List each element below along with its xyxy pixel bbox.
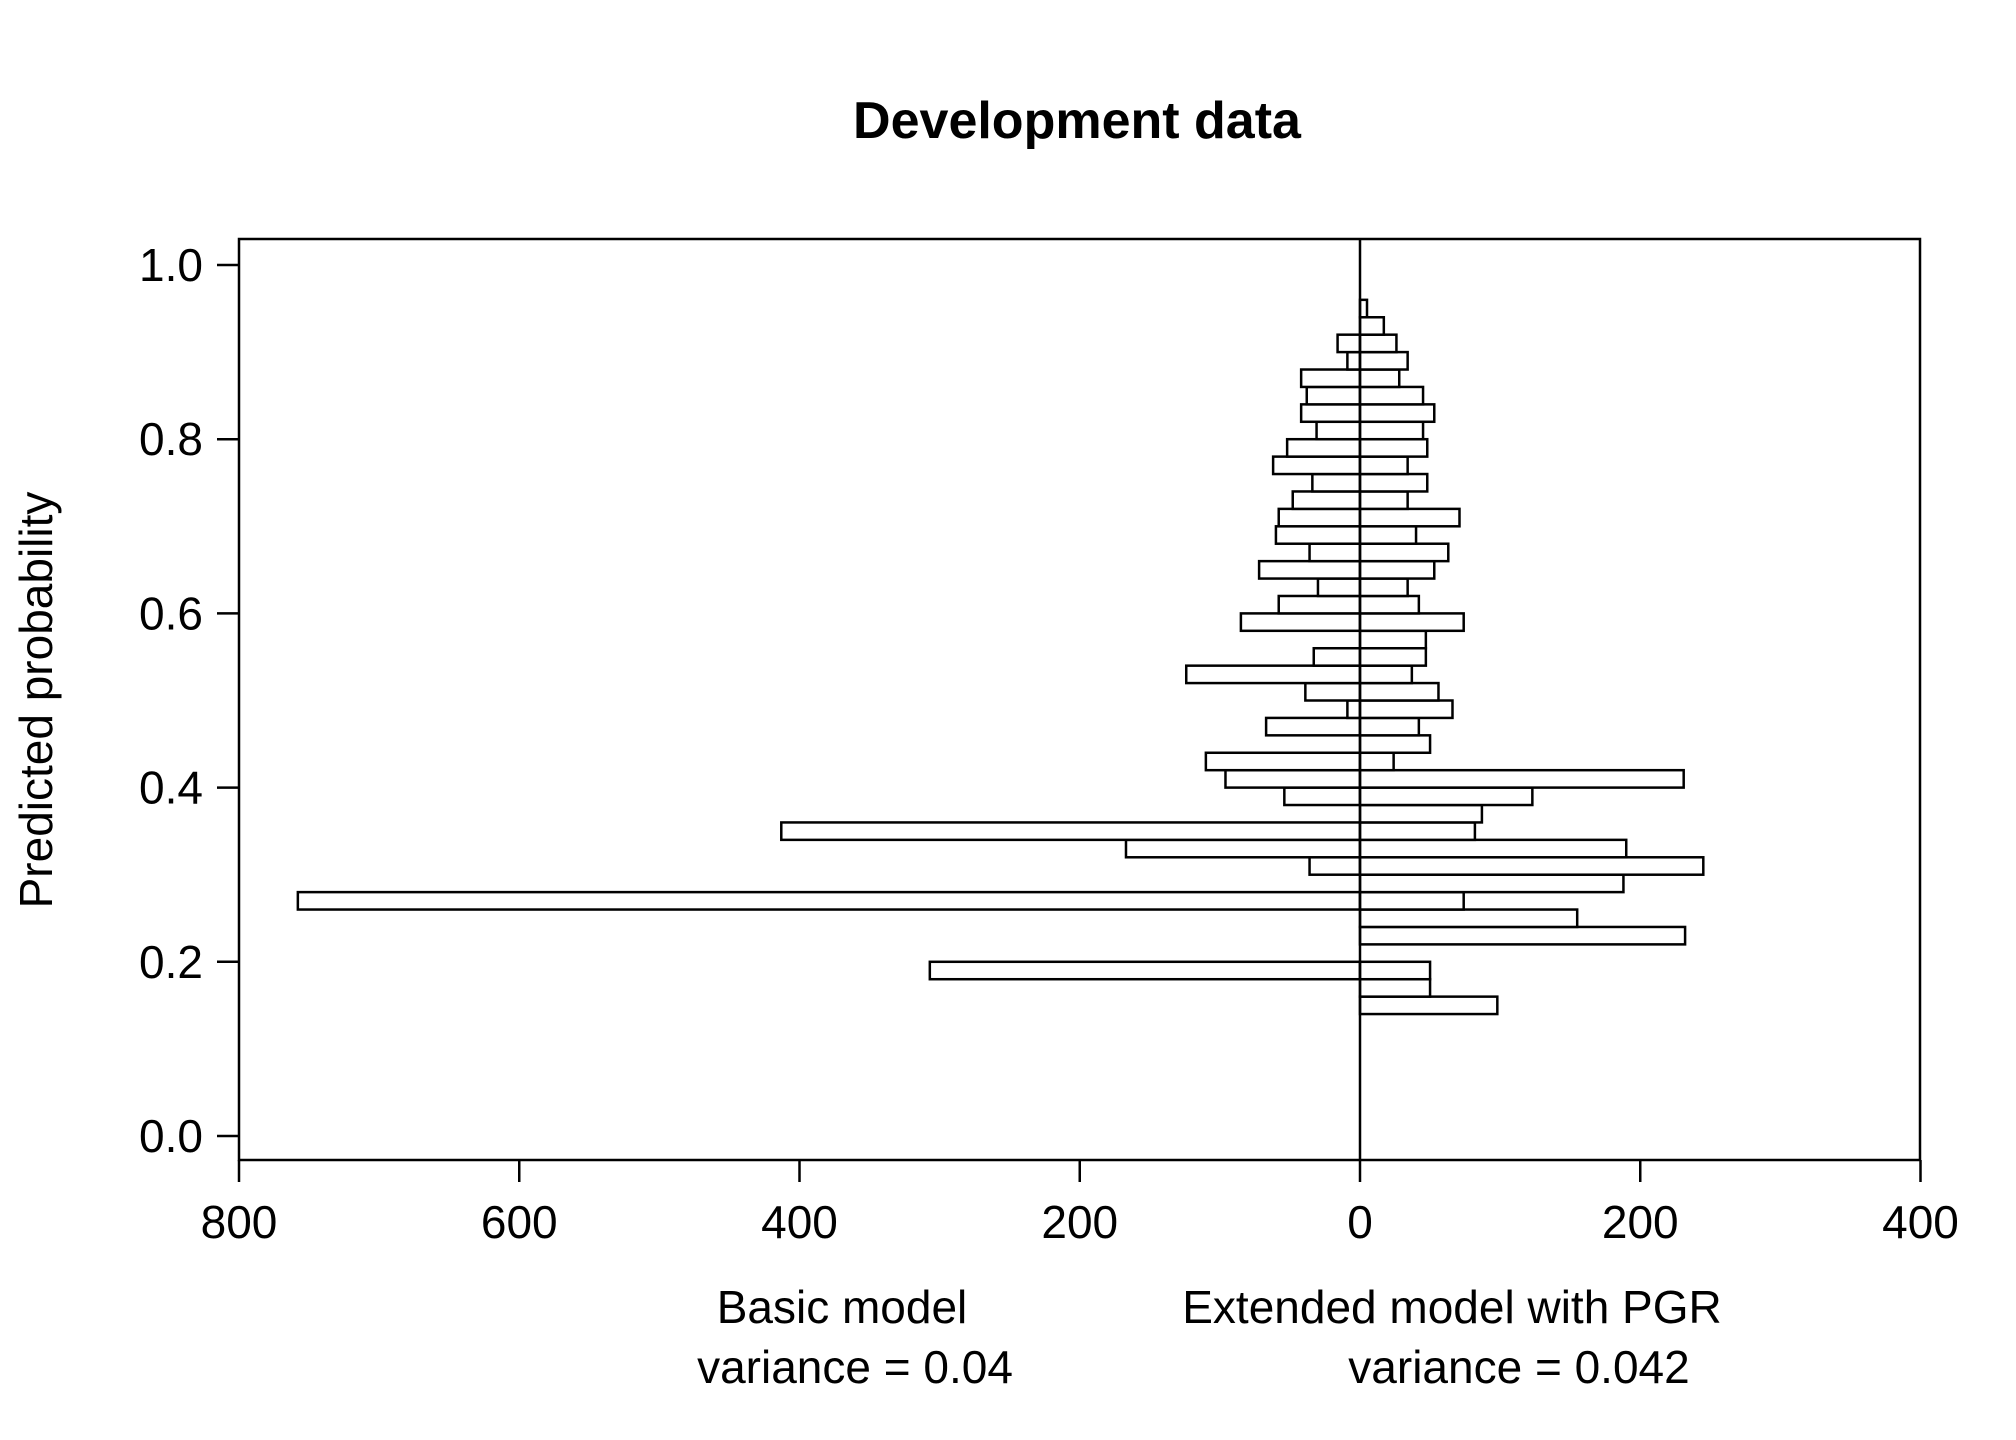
bar-right-extended bbox=[1358, 646, 1428, 667]
bar-right-extended bbox=[1358, 629, 1428, 650]
bar-left-basic bbox=[1184, 664, 1362, 685]
bar-right-extended bbox=[1358, 681, 1440, 702]
bar-right-extended bbox=[1358, 594, 1421, 615]
x-tick-label: 200 bbox=[1041, 1196, 1118, 1248]
left-model-label: Basic model bbox=[717, 1281, 968, 1333]
bar-right-extended bbox=[1358, 385, 1425, 406]
bar-right-extended bbox=[1358, 977, 1432, 998]
y-tick-label: 0.6 bbox=[139, 587, 203, 639]
bar-left-basic bbox=[1291, 490, 1362, 511]
left-model-variance: variance = 0.04 bbox=[697, 1341, 1013, 1393]
bar-right-extended bbox=[1358, 472, 1429, 493]
y-tick-label: 0.8 bbox=[139, 413, 203, 465]
bar-left-basic bbox=[1336, 333, 1362, 354]
x-tick-label: 200 bbox=[1602, 1196, 1679, 1248]
bar-left-basic bbox=[1311, 472, 1362, 493]
bar-left-basic bbox=[1312, 646, 1362, 667]
bar-right-extended bbox=[1358, 995, 1499, 1016]
bar-right-extended bbox=[1358, 350, 1409, 371]
x-tick-label: 400 bbox=[761, 1196, 838, 1248]
bar-left-basic bbox=[1257, 559, 1362, 580]
bar-right-extended bbox=[1358, 333, 1398, 354]
bar-left-basic bbox=[1277, 594, 1362, 615]
bar-left-basic bbox=[1305, 385, 1362, 406]
bar-left-basic bbox=[1304, 681, 1362, 702]
y-tick-label: 0.4 bbox=[139, 762, 203, 814]
bar-right-extended bbox=[1358, 908, 1579, 929]
bar-right-extended bbox=[1358, 403, 1436, 424]
bar-right-extended bbox=[1358, 612, 1465, 633]
bar-right-extended bbox=[1358, 768, 1685, 789]
bar-left-basic bbox=[1346, 350, 1362, 371]
x-tick-label: 800 bbox=[201, 1196, 278, 1248]
bar-left-basic bbox=[1283, 786, 1362, 807]
chart-title: Development data bbox=[853, 92, 1302, 150]
bar-right-extended bbox=[1358, 525, 1418, 545]
bar-left-basic bbox=[1224, 768, 1362, 789]
y-tick-label: 0.0 bbox=[139, 1110, 203, 1162]
bar-right-extended bbox=[1358, 925, 1687, 946]
bar-left-basic bbox=[1277, 507, 1362, 528]
bar-right-extended bbox=[1358, 856, 1705, 876]
right-model-variance: variance = 0.042 bbox=[1348, 1341, 1689, 1393]
bar-right-extended bbox=[1358, 368, 1401, 389]
bar-left-basic bbox=[1264, 716, 1362, 737]
right-model-label: Extended model with PGR bbox=[1182, 1281, 1722, 1333]
y-tick-label: 1.0 bbox=[139, 239, 203, 291]
bar-left-basic bbox=[1308, 542, 1362, 563]
bar-right-extended bbox=[1358, 437, 1429, 458]
bar-left-basic bbox=[1274, 525, 1362, 545]
bar-left-basic bbox=[1271, 455, 1362, 476]
bar-right-extended bbox=[1358, 716, 1421, 737]
bar-left-basic bbox=[1308, 856, 1362, 876]
bar-left-basic bbox=[1204, 751, 1362, 772]
bar-left-basic bbox=[296, 890, 1362, 911]
bar-left-basic bbox=[1124, 838, 1362, 859]
bar-right-extended bbox=[1358, 821, 1477, 842]
bar-right-extended bbox=[1358, 803, 1484, 824]
bar-right-extended bbox=[1358, 420, 1425, 441]
bar-left-basic bbox=[1316, 577, 1362, 598]
bar-left-basic bbox=[1315, 420, 1362, 441]
bar-right-extended bbox=[1358, 734, 1432, 755]
x-tick-label: 400 bbox=[1882, 1196, 1959, 1248]
bar-left-basic bbox=[1285, 437, 1362, 458]
bar-right-extended bbox=[1358, 316, 1386, 336]
y-axis-label: Predicted probability bbox=[10, 492, 62, 909]
axes-group: 0.0 0.2 0.4 0.6 0.8 1.0 800 600 400 200 0 200 400 bbox=[139, 237, 1959, 1248]
bar-right-extended bbox=[1358, 490, 1409, 511]
bar-right-extended bbox=[1358, 664, 1414, 685]
bar-right-extended bbox=[1358, 559, 1436, 580]
bar-right-extended bbox=[1358, 786, 1534, 807]
bar-left-basic bbox=[1299, 368, 1362, 389]
bars-group bbox=[296, 298, 1705, 1016]
bar-right-extended bbox=[1358, 699, 1454, 720]
bar-left-basic bbox=[1346, 699, 1362, 720]
bar-left-basic bbox=[928, 960, 1362, 981]
bar-right-extended bbox=[1358, 455, 1409, 476]
y-tick-label: 0.2 bbox=[139, 936, 203, 988]
bar-right-extended bbox=[1358, 960, 1432, 981]
x-tick-label: 0 bbox=[1347, 1196, 1373, 1248]
bar-right-extended bbox=[1358, 542, 1450, 563]
bar-right-extended bbox=[1358, 577, 1409, 598]
bar-left-basic bbox=[1299, 403, 1362, 424]
bar-right-extended bbox=[1358, 838, 1628, 859]
plot-frame bbox=[237, 237, 1922, 1162]
bar-right-extended bbox=[1358, 873, 1625, 894]
bar-left-basic bbox=[1239, 612, 1362, 633]
bar-right-extended bbox=[1358, 890, 1465, 911]
x-tick-label: 600 bbox=[481, 1196, 558, 1248]
bar-left-basic bbox=[780, 821, 1362, 842]
bar-right-extended bbox=[1358, 751, 1395, 772]
bar-right-extended bbox=[1358, 507, 1461, 528]
